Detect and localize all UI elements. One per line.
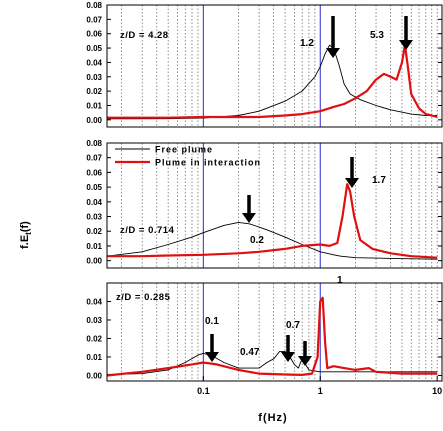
- legend-entry: Free plume: [155, 145, 213, 155]
- peak-label: 0.2: [250, 235, 264, 246]
- y-tick-label: 0.00: [86, 371, 102, 380]
- y-tick-label: 0.04: [86, 58, 102, 67]
- y-tick-label: 0.05: [86, 44, 102, 53]
- x-tick-label: 1: [318, 386, 323, 396]
- z-over-d-label: z/D = 0.285: [116, 292, 171, 303]
- series-group: [107, 184, 437, 259]
- peak-arrowhead: [242, 213, 256, 223]
- peak-arrowhead: [281, 352, 295, 362]
- peak-arrowhead: [399, 40, 413, 50]
- x-tick-label: 0.1: [197, 386, 210, 396]
- panel-middle: 0.00 0.01 0.02 0.03 0.04 0.05 0.06 0.07 0.08 z/D …: [86, 139, 442, 268]
- y-tick-label: 0.03: [86, 73, 102, 82]
- peak-label: 1.7: [372, 175, 386, 186]
- y-tick-label: 0.05: [86, 183, 102, 192]
- peak-label: 1: [337, 275, 343, 286]
- y-tick-label: 0.07: [86, 154, 102, 163]
- panel-bottom: 0.00 0.01 0.02 0.03 0.04 z/D = 0.285 0.1 0.47 0.…: [86, 275, 442, 381]
- y-tick-label: 0.03: [86, 213, 102, 222]
- panel-frame: [107, 5, 442, 127]
- peak-label: 0.1: [205, 316, 219, 327]
- y-tick-label: 0.06: [86, 168, 102, 177]
- y-tick-label: 0.01: [86, 101, 102, 110]
- y-tick-label: 0.06: [86, 30, 102, 39]
- y-tick-label: 0.07: [86, 15, 102, 24]
- legend: Free plume Plume in interaction: [115, 145, 261, 168]
- y-tick-label: 0.00: [86, 257, 102, 266]
- x-tick-label: 10: [432, 386, 442, 396]
- peak-arrowhead: [326, 48, 340, 58]
- legend-entry: Plume in interaction: [155, 158, 261, 168]
- y-tick-label: 0.08: [86, 1, 102, 10]
- y-tick-label: 0.01: [86, 353, 102, 362]
- peak-label: 0.47: [240, 347, 260, 358]
- y-tick-label: 0.08: [86, 139, 102, 148]
- y-tick-label: 0.04: [86, 198, 102, 207]
- panels: 0.00 0.01 0.02 0.03 0.04 0.05 0.06 0.07 0.08 z/D …: [86, 1, 442, 396]
- y-tick-label: 0.02: [86, 334, 102, 343]
- peak-label: 0.7: [286, 320, 300, 331]
- peak-arrowhead: [205, 352, 219, 362]
- y-tick-label: 0.02: [86, 87, 102, 96]
- y-tick-label: 0.02: [86, 227, 102, 236]
- peak-label: 5.3: [370, 30, 384, 41]
- y-tick-label: 0.01: [86, 242, 102, 251]
- x-axis-label: f(Hz): [258, 412, 287, 424]
- y-axis-label: f.Et(f): [19, 221, 33, 249]
- y-tick-label: 0.04: [86, 297, 102, 306]
- y-tick-label: 0.03: [86, 316, 102, 325]
- panel-top: 0.00 0.01 0.02 0.03 0.04 0.05 0.06 0.07 0.08 z/D …: [86, 1, 442, 127]
- y-tick-label: 0.00: [86, 116, 102, 125]
- peak-label: 1.2: [300, 38, 314, 49]
- z-over-d-label: z/D = 0.714: [120, 225, 175, 236]
- z-over-d-label: z/D = 4.28: [120, 30, 169, 41]
